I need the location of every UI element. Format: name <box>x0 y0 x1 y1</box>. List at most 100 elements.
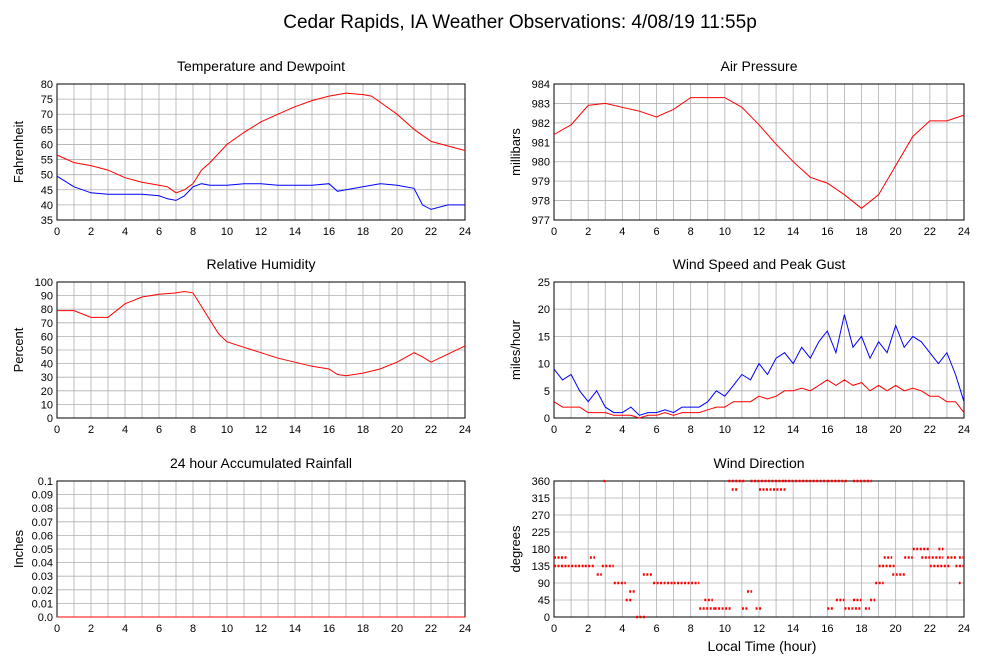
wind-x-tick-label: 24 <box>958 424 970 436</box>
rain-x-tick-label: 8 <box>190 623 196 635</box>
wdir-y-axis-label: degrees <box>508 525 523 572</box>
wdir-x-tick-label: 14 <box>787 623 799 635</box>
wdir-x-tick-label: 22 <box>924 623 936 635</box>
wind-x-tick-label: 8 <box>688 424 694 436</box>
pressure-y-tick-label: 983 <box>532 98 550 110</box>
rain-x-tick-label: 22 <box>425 623 437 635</box>
pressure-x-tick-label: 2 <box>585 226 591 238</box>
wind-x-tick-label: 0 <box>551 424 557 436</box>
rh-y-tick-label: 70 <box>41 318 53 330</box>
wind-x-tick-label: 16 <box>821 424 833 436</box>
temp-x-tick-label: 16 <box>323 226 335 238</box>
temp-series-red <box>56 92 466 194</box>
wind-y-tick-label: 10 <box>538 359 550 371</box>
wdir-x-tick-label: 4 <box>619 623 625 635</box>
temp-y-tick-label: 60 <box>41 139 53 151</box>
rain-y-axis-label: Inches <box>11 529 26 568</box>
wdir-x-tick-label: 12 <box>753 623 765 635</box>
wind-x-tick-label: 10 <box>719 424 731 436</box>
rain-x-tick-label: 20 <box>391 623 403 635</box>
wdir-x-tick-label: 8 <box>688 623 694 635</box>
wind-x-tick-label: 6 <box>653 424 659 436</box>
wind-x-tick-label: 18 <box>855 424 867 436</box>
rh-y-tick-label: 50 <box>41 345 53 357</box>
rain-x-tick-label: 16 <box>323 623 335 635</box>
rh-x-tick-label: 22 <box>425 424 437 436</box>
temp-x-tick-label: 10 <box>221 226 233 238</box>
rh-series-red <box>57 290 466 377</box>
pressure-y-axis-label: millibars <box>508 128 523 176</box>
pressure-y-tick-label: 981 <box>532 137 550 149</box>
temp-title: Temperature and Dewpoint <box>177 58 345 74</box>
temp-y-tick-label: 35 <box>41 215 53 227</box>
wind-y-tick-label: 15 <box>538 331 550 343</box>
pressure-y-tick-label: 977 <box>532 215 550 227</box>
pressure-title: Air Pressure <box>720 58 797 74</box>
rain-x-tick-label: 10 <box>221 623 233 635</box>
rh-x-tick-label: 16 <box>323 424 335 436</box>
rain-y-tick-label: 0.0 <box>38 612 53 624</box>
rh-y-tick-label: 40 <box>41 359 53 371</box>
wind-y-axis-label: miles/hour <box>508 319 523 380</box>
wdir-y-tick-label: 45 <box>538 595 550 607</box>
wdir-y-tick-label: 315 <box>532 493 550 505</box>
pressure-y-tick-label: 982 <box>532 118 550 130</box>
pressure-y-tick-label: 978 <box>532 196 550 208</box>
rain-x-tick-label: 24 <box>459 623 471 635</box>
rain-y-tick-label: 0.02 <box>32 585 53 597</box>
wdir-y-tick-label: 180 <box>532 544 550 556</box>
rain-x-tick-label: 14 <box>289 623 301 635</box>
pressure-x-tick-label: 0 <box>551 226 557 238</box>
pressure-x-tick-label: 18 <box>855 226 867 238</box>
wind-y-tick-label: 20 <box>538 304 550 316</box>
rain-x-tick-label: 4 <box>122 623 128 635</box>
rh-y-tick-label: 0 <box>47 413 53 425</box>
rh-y-tick-label: 100 <box>35 277 53 289</box>
rh-y-tick-label: 30 <box>41 372 53 384</box>
wdir-y-tick-label: 360 <box>532 476 550 488</box>
rh-x-tick-label: 24 <box>459 424 471 436</box>
pressure-x-tick-label: 12 <box>753 226 765 238</box>
rh-x-tick-label: 2 <box>88 424 94 436</box>
wdir-y-tick-label: 135 <box>532 561 550 573</box>
temp-x-tick-label: 0 <box>54 226 60 238</box>
wind-x-tick-label: 2 <box>585 424 591 436</box>
temp-y-tick-label: 50 <box>41 170 53 182</box>
rain-y-tick-label: 0.05 <box>32 544 53 556</box>
rh-y-tick-label: 80 <box>41 304 53 316</box>
wdir-x-tick-label: 0 <box>551 623 557 635</box>
pressure-x-tick-label: 24 <box>958 226 970 238</box>
wind-y-tick-label: 25 <box>538 277 550 289</box>
pressure-x-tick-label: 10 <box>719 226 731 238</box>
temp-x-tick-label: 20 <box>391 226 403 238</box>
rh-x-tick-label: 10 <box>221 424 233 436</box>
wind-x-tick-label: 22 <box>924 424 936 436</box>
pressure-x-tick-label: 16 <box>821 226 833 238</box>
wind-y-tick-label: 0 <box>544 413 550 425</box>
wind-title: Wind Speed and Peak Gust <box>673 256 846 272</box>
wind-x-tick-label: 14 <box>787 424 799 436</box>
wdir-x-tick-label: 18 <box>855 623 867 635</box>
rh-x-tick-label: 18 <box>357 424 369 436</box>
rh-x-tick-label: 12 <box>255 424 267 436</box>
temp-x-tick-label: 8 <box>190 226 196 238</box>
rain-y-tick-label: 0.04 <box>32 558 53 570</box>
wdir-x-tick-label: 20 <box>890 623 902 635</box>
x-axis-label: Local Time (hour) <box>708 638 817 654</box>
temp-x-tick-label: 18 <box>357 226 369 238</box>
wdir-y-tick-label: 0 <box>544 612 550 624</box>
wdir-y-tick-label: 225 <box>532 527 550 539</box>
temp-x-tick-label: 6 <box>156 226 162 238</box>
rh-y-tick-label: 20 <box>41 386 53 398</box>
rh-x-tick-label: 6 <box>156 424 162 436</box>
rh-x-tick-label: 8 <box>190 424 196 436</box>
temp-x-tick-label: 22 <box>425 226 437 238</box>
page-title: Cedar Rapids, IA Weather Observations: 4… <box>283 12 757 33</box>
wind-y-tick-label: 5 <box>544 386 550 398</box>
rh-y-tick-label: 60 <box>41 331 53 343</box>
temp-x-tick-label: 14 <box>289 226 301 238</box>
rain-x-tick-label: 6 <box>156 623 162 635</box>
